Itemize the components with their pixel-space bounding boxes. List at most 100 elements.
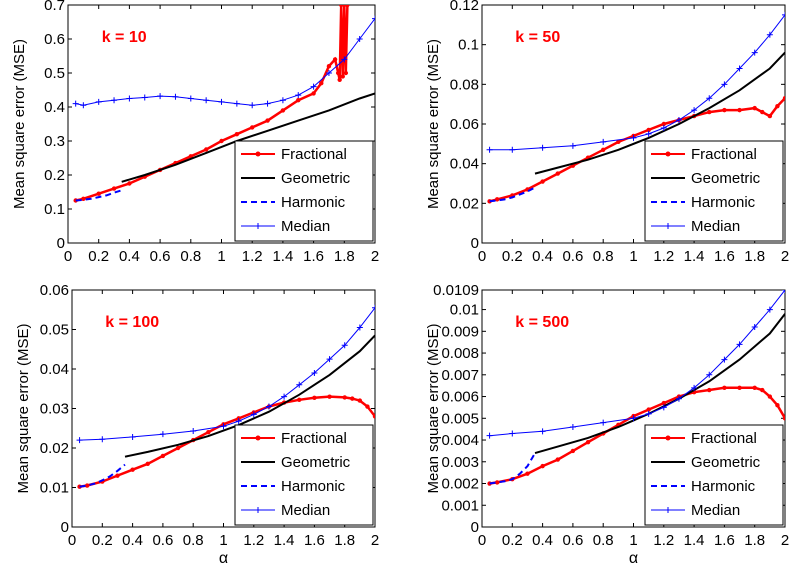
series-point bbox=[782, 416, 785, 421]
legend-marker bbox=[255, 435, 261, 441]
series-point bbox=[203, 97, 210, 104]
legend-label: Median bbox=[281, 218, 330, 235]
x-tick-label: 0.2 bbox=[502, 248, 523, 265]
series-point bbox=[335, 70, 341, 76]
y-tick-label: 0.01 bbox=[40, 480, 69, 497]
series-line-harmonic bbox=[75, 189, 122, 202]
y-tick-label: 0.005 bbox=[441, 410, 479, 427]
x-tick-label: 1.6 bbox=[303, 248, 324, 265]
series-point bbox=[96, 191, 101, 196]
y-tick-label: 0.7 bbox=[44, 0, 65, 14]
series-point bbox=[72, 100, 79, 107]
x-tick-label: 0.8 bbox=[593, 532, 614, 549]
series-point bbox=[220, 423, 227, 430]
series-point bbox=[281, 393, 288, 400]
series-point bbox=[706, 371, 713, 378]
series-point bbox=[767, 113, 773, 119]
legend-label: Fractional bbox=[691, 146, 757, 163]
panel-2: 0 0.2 0.4 0.6 0.8 1 1.2 1.4 1.6 1.8 2 0 0.02 0.04 0.06… bbox=[425, 0, 789, 265]
legend-label: Fractional bbox=[691, 430, 757, 447]
x-tick-label: 1.6 bbox=[714, 248, 735, 265]
series-point bbox=[218, 98, 225, 105]
series-point bbox=[342, 395, 347, 400]
series-point bbox=[539, 144, 546, 151]
y-axis-label: Mean square error (MSE) bbox=[15, 323, 32, 493]
y-tick-label: 0 bbox=[61, 519, 69, 536]
panel-1: 0 0.2 0.4 0.6 0.8 1 1.2 1.4 1.6 1.8 2 0 0.1 0.2 0.3 0.4… bbox=[11, 0, 379, 265]
series-line-geometric bbox=[121, 92, 375, 183]
series-point bbox=[760, 109, 765, 115]
series-point bbox=[782, 96, 785, 101]
series-line-geometric bbox=[124, 334, 375, 458]
series-point bbox=[129, 433, 136, 440]
series-point bbox=[311, 91, 316, 96]
y-tick-label: 0.04 bbox=[40, 361, 69, 378]
y-tick-label: 0.0109 bbox=[433, 282, 479, 299]
series-point bbox=[345, 5, 350, 8]
series-point bbox=[356, 324, 363, 331]
panel-annotation: k = 500 bbox=[515, 314, 569, 331]
series-point bbox=[707, 109, 712, 115]
series-point bbox=[249, 102, 256, 109]
series-point bbox=[601, 147, 606, 152]
series-point bbox=[372, 304, 375, 311]
series-point bbox=[234, 132, 240, 137]
series-point bbox=[675, 395, 682, 402]
legend-label: Geometric bbox=[691, 170, 761, 187]
x-tick-label: 1.8 bbox=[744, 532, 765, 549]
series-point bbox=[585, 440, 591, 445]
legend-marker bbox=[665, 151, 671, 157]
series-point bbox=[337, 77, 342, 83]
y-tick-label: 0.008 bbox=[441, 345, 479, 362]
series-point bbox=[766, 31, 773, 38]
series-point bbox=[326, 63, 332, 69]
y-tick-label: 0.002 bbox=[441, 476, 479, 493]
y-tick-label: 0.009 bbox=[441, 323, 479, 340]
y-tick-label: 0.06 bbox=[450, 116, 479, 133]
series-point bbox=[736, 65, 743, 72]
series-point bbox=[365, 404, 370, 409]
series-line-harmonic bbox=[489, 186, 536, 203]
y-tick-label: 0.05 bbox=[40, 322, 69, 339]
legend-marker bbox=[665, 223, 671, 229]
series-point bbox=[233, 100, 240, 107]
series-point bbox=[372, 414, 375, 419]
x-tick-label: 2 bbox=[371, 248, 379, 265]
series-point bbox=[325, 70, 332, 76]
series-point bbox=[310, 83, 317, 90]
legend-label: Geometric bbox=[281, 170, 351, 187]
series-point bbox=[775, 103, 780, 109]
x-tick-label: 1.4 bbox=[684, 248, 705, 265]
y-tick-label: 0.3 bbox=[44, 133, 65, 150]
x-tick-label: 1 bbox=[217, 248, 225, 265]
series-point bbox=[569, 423, 576, 430]
series-point bbox=[157, 93, 164, 100]
series-point bbox=[115, 473, 120, 478]
series-point bbox=[600, 419, 607, 426]
series-point bbox=[525, 471, 530, 476]
series-point bbox=[357, 398, 363, 403]
x-tick-label: 0.8 bbox=[180, 248, 201, 265]
series-point bbox=[280, 108, 286, 113]
y-tick-label: 0.02 bbox=[40, 440, 69, 457]
series-point bbox=[341, 56, 348, 63]
legend-marker bbox=[255, 223, 261, 229]
series-point bbox=[350, 396, 355, 401]
series-point bbox=[751, 323, 758, 330]
series-point bbox=[372, 15, 375, 22]
series-point bbox=[767, 394, 773, 399]
x-tick-label: 0.6 bbox=[150, 248, 171, 265]
series-point bbox=[340, 74, 345, 79]
x-tick-label: 0 bbox=[64, 248, 72, 265]
series-point bbox=[279, 97, 286, 104]
series-point bbox=[760, 387, 765, 393]
series-point bbox=[99, 436, 106, 443]
series-point bbox=[311, 369, 318, 376]
x-tick-label: 0.4 bbox=[122, 532, 143, 549]
series-point bbox=[570, 448, 576, 454]
panel-3: 0 0.2 0.4 0.6 0.8 1 1.2 1.4 1.6 1.8 2 0 0.01 0.02 0.03… bbox=[15, 282, 379, 567]
x-tick-label: 1.4 bbox=[684, 532, 705, 549]
y-tick-label: 0.007 bbox=[441, 367, 479, 384]
series-point bbox=[160, 453, 166, 459]
x-tick-label: 0.4 bbox=[119, 248, 140, 265]
